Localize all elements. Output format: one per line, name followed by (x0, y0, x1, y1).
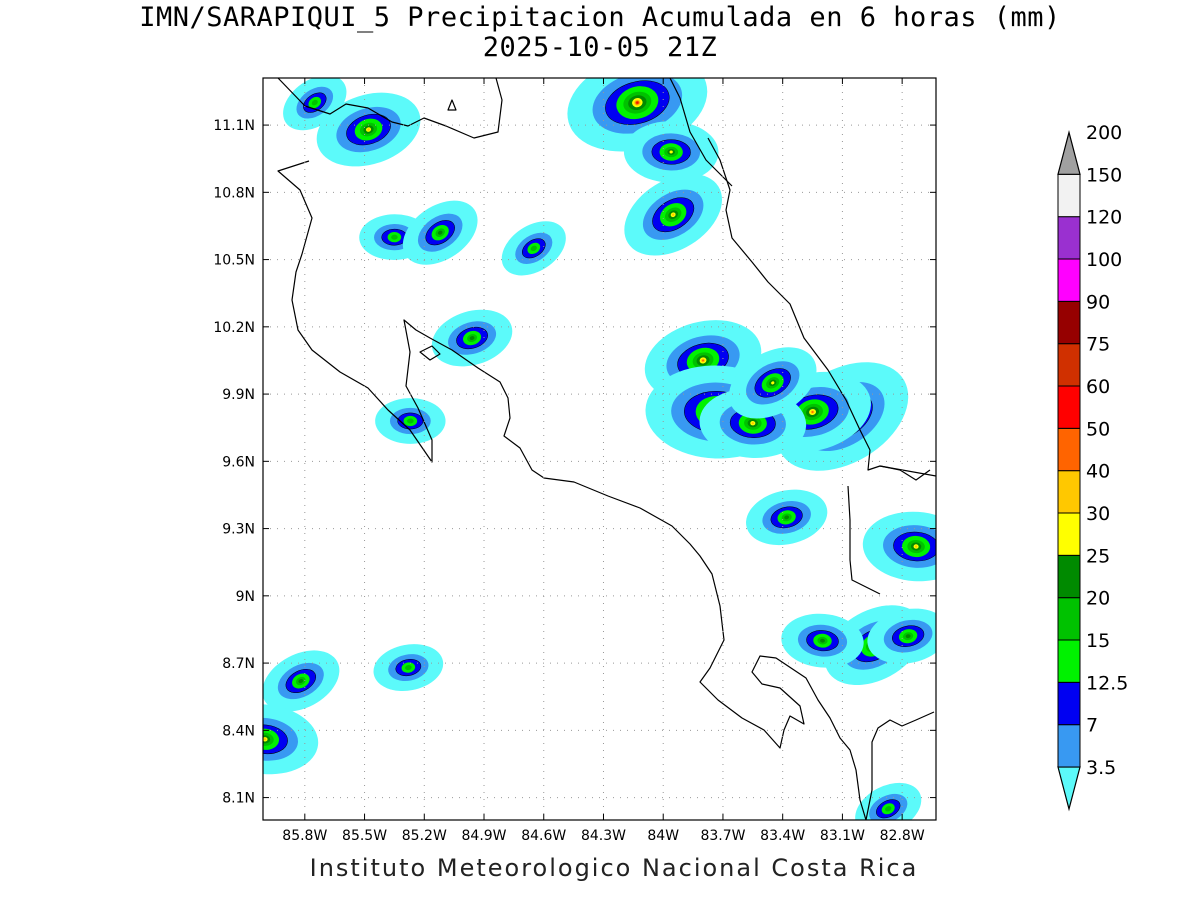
color-legend: 3.5 7 12.5 15 20 25 30 40 50 60 75 90 100 120 150 200 (1057, 122, 1128, 812)
legend-swatch (1057, 173, 1081, 218)
lat-tick-label: 8.1N (222, 791, 255, 807)
legend-label: 60 (1086, 376, 1110, 398)
lon-tick-label: 85.5W (342, 828, 387, 844)
legend-swatch (1057, 129, 1081, 175)
rain-cell (781, 613, 864, 668)
legend-label: 25 (1086, 545, 1110, 567)
legend-label: 40 (1086, 461, 1110, 483)
lon-tick-label: 85.2W (402, 828, 447, 844)
legend-swatch (1057, 597, 1081, 641)
legend-swatch (1057, 427, 1081, 472)
lat-tick-label: 10.2N (213, 320, 255, 336)
legend-label: 100 (1086, 249, 1122, 271)
rain-cell (501, 221, 566, 276)
legend-label: 75 (1086, 334, 1110, 356)
legend-swatch (1057, 300, 1081, 345)
caribbean-coast (707, 137, 871, 451)
lat-tick-label: 10.5N (213, 253, 255, 269)
lon-tick-label: 83.1W (820, 828, 865, 844)
legend-swatch (1057, 343, 1081, 387)
legend-swatch (1057, 639, 1081, 683)
legend-swatch (1057, 470, 1081, 514)
legend-swatch (1057, 512, 1081, 556)
costa-rica-outline (277, 160, 867, 820)
lat-tick-label: 9.3N (222, 522, 255, 538)
rain-cell (624, 173, 723, 256)
graticule (263, 78, 936, 820)
rain-cell (283, 78, 347, 131)
lon-tick-label: 85.8W (282, 828, 327, 844)
legend-swatch (1057, 216, 1081, 260)
lat-tick-label: 9.9N (222, 387, 255, 403)
lon-tick-label: 83.7W (700, 828, 745, 844)
legend-swatch (1057, 554, 1081, 599)
legend-label: 150 (1086, 164, 1122, 186)
legend-swatch (1057, 724, 1081, 768)
lon-tick-label: 84W (647, 828, 679, 844)
legend-swatch (1057, 766, 1081, 812)
rain-cell (263, 704, 319, 775)
rain-cell (431, 309, 513, 367)
rain-cell (623, 121, 719, 183)
legend-swatch (1057, 385, 1081, 429)
rain-cell (263, 650, 340, 712)
lat-tick-label: 10.8N (213, 185, 255, 201)
plot-frame (262, 77, 937, 821)
rain-cell (402, 200, 478, 265)
nicaragua-coast (669, 78, 733, 187)
rain-cell (728, 347, 817, 419)
legend-label: 120 (1086, 207, 1122, 229)
legend-label: 50 (1086, 418, 1110, 440)
lake-island (419, 345, 441, 361)
legend-swatch (1057, 681, 1081, 726)
lat-tick-label: 11.1N (213, 118, 255, 134)
lat-tick-label: 8.7N (222, 656, 255, 672)
panama-frontier (847, 485, 881, 595)
credit-line: Instituto Meteorologico Nacional Costa R… (309, 854, 919, 882)
map-timestamp: 2025-10-05 21Z (482, 32, 718, 63)
rain-cell (375, 398, 446, 444)
nicaragua-border (277, 78, 503, 139)
rain-cell (855, 782, 922, 820)
lat-tick-label: 8.4N (222, 723, 255, 739)
legend-label: 200 (1086, 122, 1122, 144)
precipitation-field (263, 78, 936, 820)
bocas-coast (867, 449, 931, 481)
legend-label: 12.5 (1086, 672, 1128, 694)
small-island (447, 99, 457, 111)
lat-tick-label: 9N (236, 589, 255, 605)
lon-tick-label: 83.4W (760, 828, 805, 844)
legend-swatch (1057, 258, 1081, 302)
lon-tick-label: 84.6W (521, 828, 566, 844)
coastline (277, 78, 936, 820)
legend-label: 15 (1086, 630, 1110, 652)
longitude-ticks: 85.8W 85.5W 85.2W 84.9W 84.6W 84.3W 84W 83.7W 83… (282, 78, 925, 844)
legend-label: 3.5 (1086, 757, 1116, 779)
rain-cell (862, 511, 936, 582)
legend-label: 90 (1086, 291, 1110, 313)
lon-tick-label: 84.3W (581, 828, 626, 844)
legend-label: 30 (1086, 503, 1110, 525)
lon-tick-label: 82.8W (880, 828, 925, 844)
legend-label: 7 (1086, 715, 1098, 737)
rain-cell (867, 608, 936, 664)
latitude-ticks: 11.1N 10.8N 10.5N 10.2N 9.9N 9.6N 9.3N 9N 8.7N 8.… (213, 118, 936, 807)
lon-tick-label: 84.9W (462, 828, 507, 844)
rain-cell (746, 489, 828, 546)
lat-tick-label: 9.6N (222, 454, 255, 470)
rain-cell (373, 644, 444, 692)
legend-label: 20 (1086, 588, 1110, 610)
panama-caribbean (879, 465, 936, 477)
panama-border (865, 711, 935, 820)
map-title: IMN/SARAPIQUI_5 Precipitacion Acumulada … (139, 2, 1061, 33)
